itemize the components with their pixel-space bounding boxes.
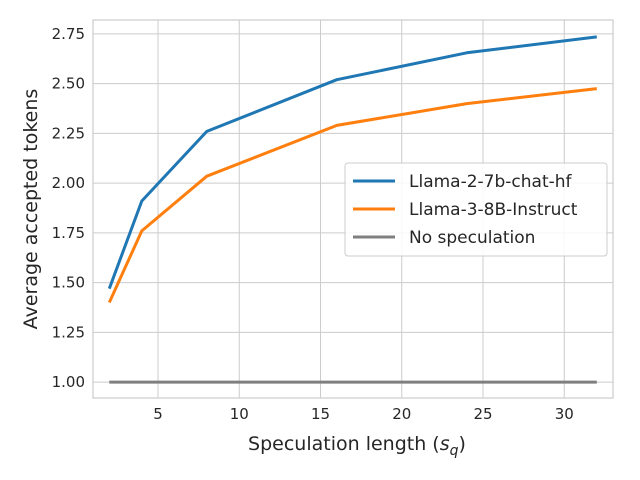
y-tick-label: 2.50 — [52, 75, 85, 93]
legend-box — [344, 162, 608, 257]
x-tick-label: 15 — [311, 405, 330, 423]
legend-label-no-speculation: No speculation — [409, 228, 535, 248]
series-line-llama-3-8b-instruct — [107, 87, 597, 304]
x-tick-labels: 5 10 15 20 25 30 — [153, 405, 574, 423]
x-axis-label-symbol: s — [440, 433, 450, 455]
x-tick-label: 20 — [392, 405, 411, 423]
y-tick-label: 2.25 — [52, 124, 85, 142]
x-tick-label: 30 — [555, 405, 574, 423]
legend-label-llama-2-7b-chat-hf: Llama-2-7b-chat-hf — [409, 172, 573, 192]
series-line-llama-2-7b-chat-hf — [107, 35, 597, 290]
x-axis-label-subscript: q — [450, 443, 459, 459]
x-axis-label: Speculation length (sq) — [248, 433, 466, 459]
x-tick-label: 5 — [153, 405, 163, 423]
y-tick-label: 1.00 — [52, 373, 85, 391]
y-tick-label: 1.75 — [52, 224, 85, 242]
x-tick-label: 10 — [230, 405, 249, 423]
x-axis-label-text: Speculation length — [248, 433, 426, 455]
x-tick-label: 25 — [473, 405, 492, 423]
y-axis-label: Average accepted tokens — [20, 89, 42, 330]
y-tick-label: 2.00 — [52, 174, 85, 192]
y-tick-label: 1.50 — [52, 274, 85, 292]
legend-label-llama-3-8b-instruct: Llama-3-8B-Instruct — [409, 200, 578, 220]
y-tick-labels: 1.00 1.25 1.50 1.75 2.00 2.25 2.50 2.75 — [52, 25, 85, 391]
plot-frame — [92, 19, 614, 399]
series-lines — [107, 35, 597, 384]
legend: Llama-2-7b-chat-hf Llama-3-8B-Instruct No … — [344, 162, 608, 257]
y-tick-label: 1.25 — [52, 323, 85, 341]
y-tick-label: 2.75 — [52, 25, 85, 43]
